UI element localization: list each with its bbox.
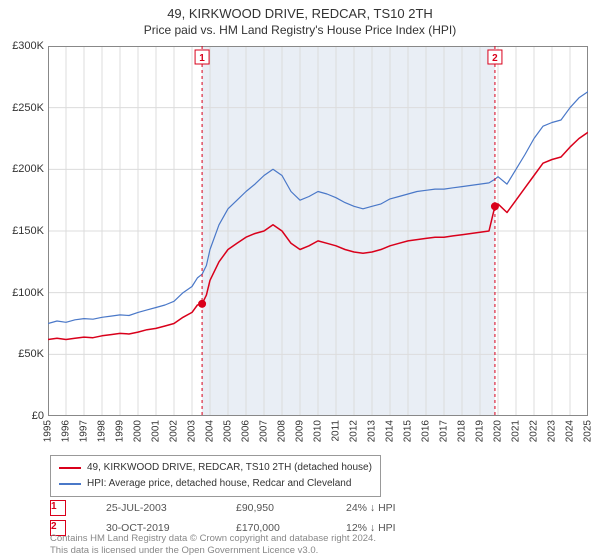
y-tick-label: £0: [0, 410, 44, 422]
x-tick-label: 2011: [331, 420, 342, 442]
x-tick-label: 2000: [133, 420, 144, 442]
x-tick-label: 1995: [43, 420, 54, 442]
sale-hpi-delta: 24% ↓ HPI: [346, 502, 396, 514]
x-tick-label: 2003: [187, 420, 198, 442]
x-tick-label: 1999: [115, 420, 126, 442]
y-tick-label: £300K: [0, 40, 44, 52]
legend-swatch-subject: [59, 467, 81, 469]
sale-marker-number: 1: [51, 501, 57, 512]
x-tick-label: 2013: [367, 420, 378, 442]
x-tick-label: 1998: [97, 420, 108, 442]
chart-subtitle: Price paid vs. HM Land Registry's House …: [0, 23, 600, 37]
x-tick-label: 2001: [151, 420, 162, 442]
x-tick-label: 2002: [169, 420, 180, 442]
chart-area: 12: [48, 46, 588, 416]
chart-title-address: 49, KIRKWOOD DRIVE, REDCAR, TS10 2TH: [0, 6, 600, 21]
x-tick-label: 2024: [565, 420, 576, 442]
x-tick-label: 2014: [385, 420, 396, 442]
chart-svg: 12: [48, 46, 588, 416]
y-tick-label: £250K: [0, 102, 44, 114]
x-tick-label: 2023: [547, 420, 558, 442]
svg-text:2: 2: [492, 53, 498, 64]
footer-attribution: Contains HM Land Registry data © Crown c…: [50, 533, 376, 557]
x-tick-label: 2020: [493, 420, 504, 442]
sale-marker-icon: 1: [50, 500, 66, 516]
x-tick-label: 1997: [79, 420, 90, 442]
footer-line: Contains HM Land Registry data © Crown c…: [50, 533, 376, 545]
x-tick-label: 2025: [583, 420, 594, 442]
x-tick-label: 2005: [223, 420, 234, 442]
y-tick-label: £50K: [0, 348, 44, 360]
sale-date: 25-JUL-2003: [106, 502, 196, 514]
x-tick-label: 2021: [511, 420, 522, 442]
x-tick-label: 2022: [529, 420, 540, 442]
legend-row: HPI: Average price, detached house, Redc…: [59, 476, 372, 492]
x-tick-label: 2006: [241, 420, 252, 442]
x-tick-label: 2019: [475, 420, 486, 442]
sale-price: £90,950: [236, 502, 306, 514]
footer-line: This data is licensed under the Open Gov…: [50, 545, 376, 557]
sales-list: 1 25-JUL-2003 £90,950 24% ↓ HPI 2 30-OCT…: [50, 498, 396, 538]
legend-label-subject: 49, KIRKWOOD DRIVE, REDCAR, TS10 2TH (de…: [87, 460, 372, 476]
legend-swatch-hpi: [59, 483, 81, 485]
x-tick-label: 2018: [457, 420, 468, 442]
x-tick-label: 2017: [439, 420, 450, 442]
y-tick-label: £200K: [0, 163, 44, 175]
sale-marker-number: 2: [51, 521, 57, 532]
title-block: 49, KIRKWOOD DRIVE, REDCAR, TS10 2TH Pri…: [0, 0, 600, 37]
x-tick-label: 2015: [403, 420, 414, 442]
legend: 49, KIRKWOOD DRIVE, REDCAR, TS10 2TH (de…: [50, 455, 381, 497]
sale-row: 1 25-JUL-2003 £90,950 24% ↓ HPI: [50, 498, 396, 518]
y-tick-label: £100K: [0, 287, 44, 299]
x-tick-label: 1996: [61, 420, 72, 442]
legend-label-hpi: HPI: Average price, detached house, Redc…: [87, 476, 351, 492]
x-tick-label: 2007: [259, 420, 270, 442]
x-tick-label: 2016: [421, 420, 432, 442]
svg-text:1: 1: [199, 53, 205, 64]
legend-row: 49, KIRKWOOD DRIVE, REDCAR, TS10 2TH (de…: [59, 460, 372, 476]
y-tick-label: £150K: [0, 225, 44, 237]
x-tick-label: 2012: [349, 420, 360, 442]
x-tick-label: 2004: [205, 420, 216, 442]
x-tick-label: 2008: [277, 420, 288, 442]
x-tick-label: 2009: [295, 420, 306, 442]
x-tick-label: 2010: [313, 420, 324, 442]
